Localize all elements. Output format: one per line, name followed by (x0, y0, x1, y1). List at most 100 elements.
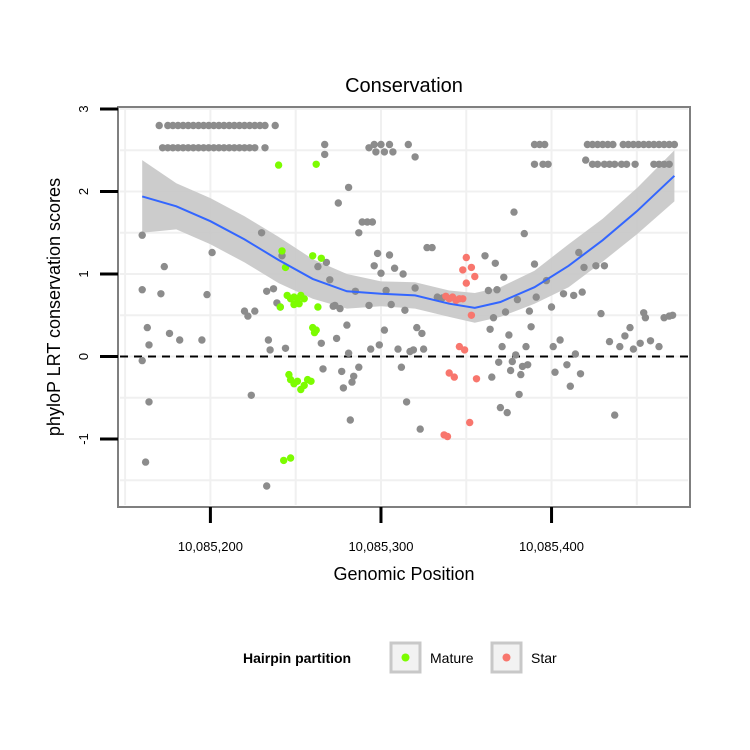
point-other (372, 148, 380, 156)
point-other (645, 140, 653, 149)
point-other (496, 403, 505, 412)
point-other (174, 144, 182, 152)
point-other (481, 252, 489, 260)
point-other (321, 150, 329, 159)
point-other (344, 183, 353, 192)
point-other (261, 144, 269, 152)
point-other (317, 339, 325, 347)
point-other (501, 308, 510, 316)
point-other (505, 331, 513, 339)
point-other (665, 140, 673, 149)
point-other (138, 286, 146, 294)
point-mature (314, 303, 322, 311)
point-other (198, 336, 206, 344)
point-other (641, 314, 650, 322)
point-other (611, 411, 619, 419)
point-other (165, 329, 174, 338)
smooth-line-group (141, 175, 676, 309)
point-star (462, 253, 470, 262)
point-other (566, 382, 574, 390)
point-other (251, 144, 259, 152)
point-other (326, 276, 334, 284)
point-other (419, 345, 428, 353)
point-other (530, 140, 539, 149)
point-other (264, 336, 273, 344)
point-other (208, 248, 216, 257)
point-other (411, 284, 419, 292)
point-other (205, 121, 213, 130)
point-mature (278, 247, 286, 255)
point-other (314, 262, 322, 271)
point-other (189, 121, 197, 130)
point-other (240, 144, 249, 152)
point-star (472, 375, 481, 383)
point-other (551, 368, 559, 376)
legend: Hairpin partition Mature Star (243, 641, 557, 674)
point-other (355, 363, 363, 371)
point-other (517, 370, 525, 379)
point-other (549, 342, 557, 351)
point-mature (317, 254, 325, 262)
point-mature (280, 456, 288, 465)
point-other (367, 345, 375, 353)
point-other (240, 121, 249, 130)
point-other (377, 140, 385, 149)
point-other (563, 361, 571, 369)
point-other (138, 356, 146, 365)
point-other (539, 160, 547, 168)
point-other (215, 144, 223, 152)
point-other (510, 208, 518, 216)
point-other (205, 144, 213, 152)
point-other (660, 160, 668, 168)
point-other (179, 144, 187, 152)
point-other (385, 140, 394, 149)
point-other (668, 311, 677, 319)
data-points (138, 121, 679, 490)
point-other (230, 121, 238, 130)
point-other (319, 365, 327, 373)
point-star (460, 346, 469, 354)
point-other (247, 391, 255, 399)
point-other (593, 160, 602, 168)
point-other (640, 140, 648, 149)
point-mature (295, 300, 303, 308)
point-other (660, 140, 668, 149)
point-other (344, 349, 353, 357)
point-other (599, 140, 607, 149)
point-other (394, 345, 402, 353)
point-other (655, 160, 663, 168)
point-other (575, 248, 583, 257)
point-star (467, 311, 476, 319)
point-other (629, 140, 638, 149)
point-other (199, 144, 208, 152)
point-other (164, 121, 172, 130)
point-other (495, 358, 503, 366)
legend-title: Hairpin partition (243, 650, 351, 666)
point-other (418, 329, 426, 338)
point-other (225, 121, 233, 130)
point-other (184, 121, 192, 130)
x-tick-label: 10,085,200 (178, 539, 243, 554)
point-other (373, 249, 382, 258)
point-star (445, 369, 453, 377)
point-other (583, 140, 592, 149)
point-other (616, 342, 624, 351)
point-other (650, 160, 658, 168)
point-other (631, 160, 639, 168)
point-other (491, 259, 499, 267)
point-other (355, 229, 363, 237)
point-other (413, 323, 421, 332)
point-other (251, 307, 259, 315)
y-tick-label: -1 (76, 433, 91, 445)
point-other (622, 160, 631, 168)
point-other (570, 291, 578, 300)
point-other (515, 390, 523, 399)
point-other (428, 243, 436, 252)
point-other (322, 258, 331, 267)
point-other (155, 121, 163, 130)
point-other (626, 323, 634, 332)
point-other (263, 287, 271, 295)
x-axis-title: Genomic Position (333, 564, 474, 584)
point-other (189, 144, 197, 152)
point-other (503, 408, 511, 417)
